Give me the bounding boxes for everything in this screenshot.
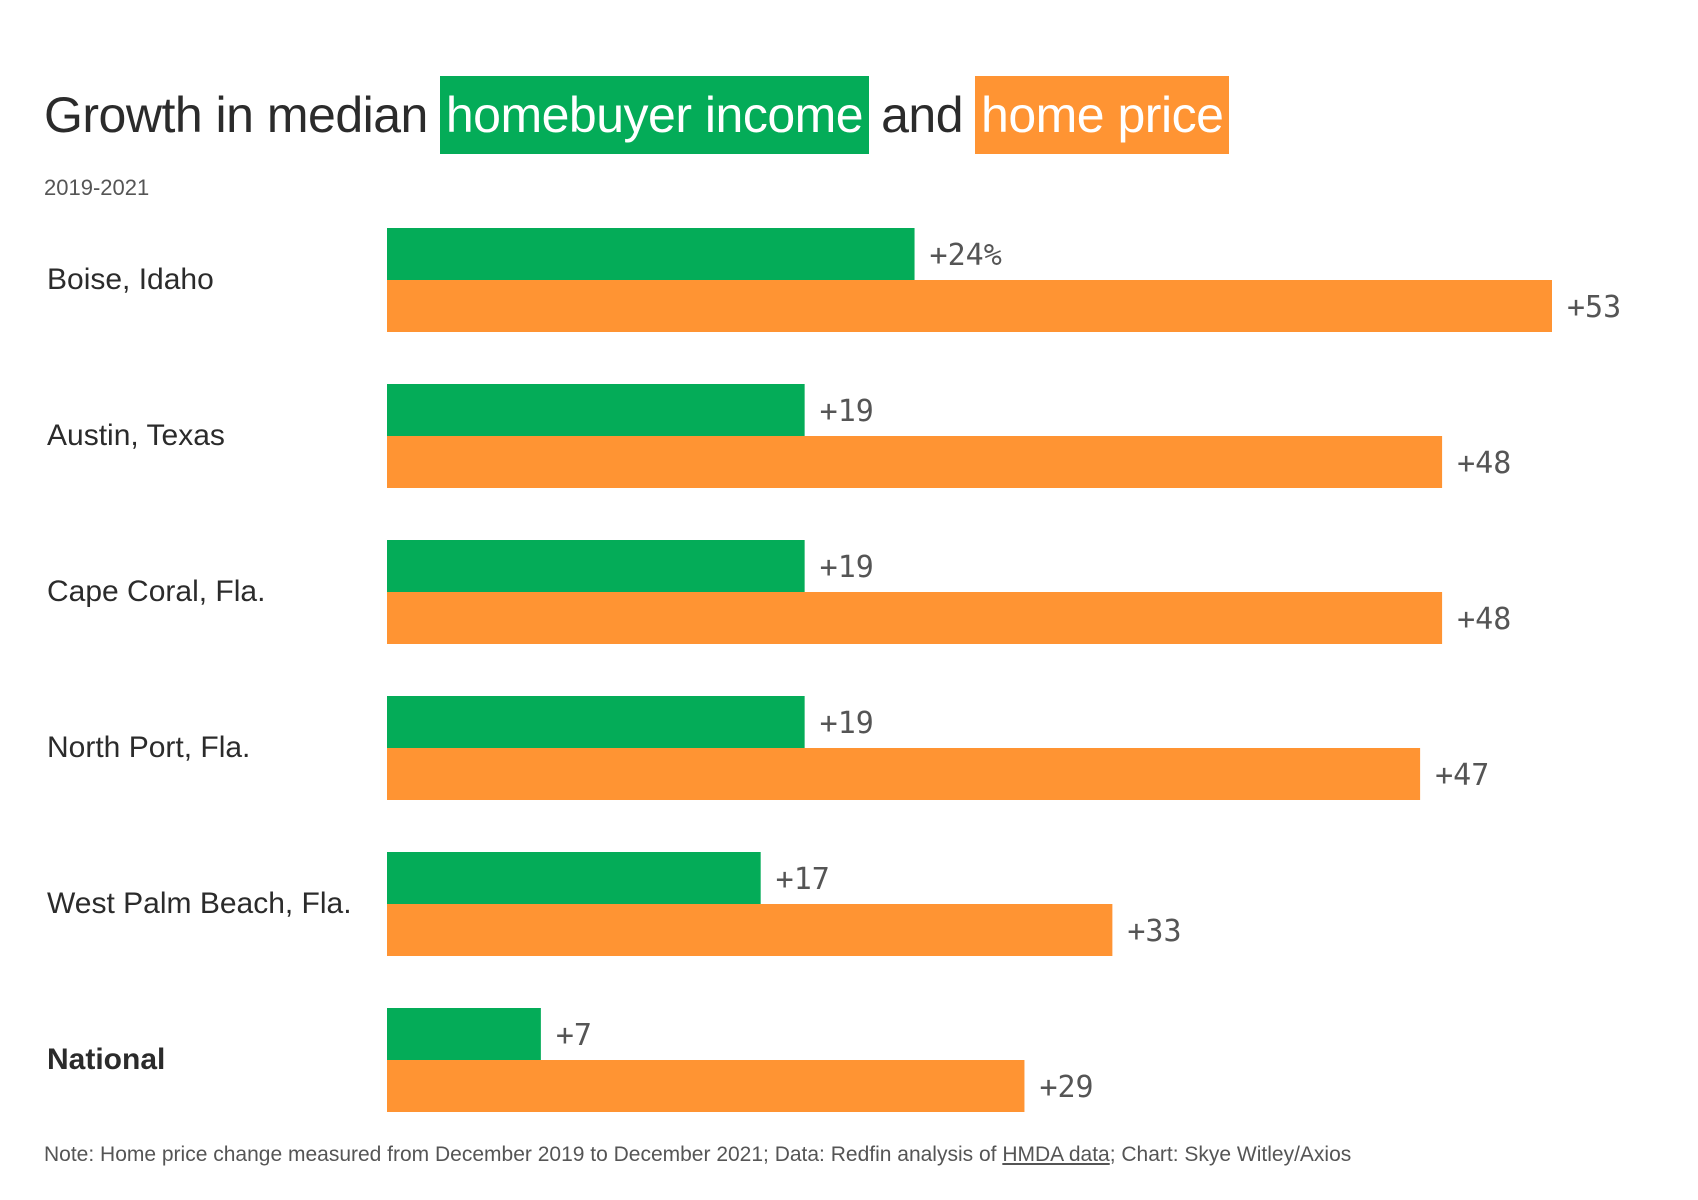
title-highlight-price: home price [975, 76, 1230, 154]
hmda-data-link[interactable]: HMDA data [1002, 1143, 1110, 1166]
income-bar [387, 540, 805, 592]
price-bar [387, 280, 1552, 332]
title-prefix: Growth in median [44, 87, 428, 143]
category-label: National [47, 1043, 165, 1076]
income-bar [387, 696, 805, 748]
income-value-label: +19 [820, 550, 874, 585]
category-label: Austin, Texas [47, 419, 225, 452]
income-value-label: +19 [820, 706, 874, 741]
income-bar [387, 384, 805, 436]
price-bar [387, 436, 1443, 488]
category-label: West Palm Beach, Fla. [47, 887, 352, 920]
price-value-label: +47 [1435, 758, 1489, 793]
note-suffix: ; Chart: Skye Witley/Axios [1109, 1143, 1352, 1166]
category-label: Boise, Idaho [47, 263, 214, 296]
bar-chart: Boise, Idaho +24% +53 Austin, Texas +19 +48 Ca… [47, 228, 1621, 1112]
title-highlight-income: homebuyer income [439, 76, 870, 154]
price-bar [387, 592, 1443, 644]
income-value-label: +19 [820, 394, 874, 429]
category-label: North Port, Fla. [47, 731, 250, 764]
price-bar [387, 904, 1113, 956]
price-value-label: +33 [1127, 914, 1181, 949]
price-value-label: +53 [1567, 290, 1621, 325]
price-value-label: +48 [1457, 602, 1511, 637]
category-label: Cape Coral, Fla. [47, 575, 265, 608]
income-value-label: +7 [556, 1018, 592, 1053]
income-bar [387, 228, 915, 280]
income-bar [387, 1008, 541, 1060]
price-bar [387, 748, 1421, 800]
note-prefix: Note: Home price change measured from De… [44, 1143, 1003, 1166]
title-connector: and [881, 87, 964, 143]
income-value-label: +17 [776, 862, 830, 897]
income-value-label: +24% [930, 238, 1002, 273]
chart-title: Growth in median homebuyer income and ho… [44, 76, 1230, 154]
price-value-label: +29 [1039, 1070, 1093, 1105]
income-bar [387, 852, 761, 904]
chart-subtitle: 2019-2021 [44, 175, 150, 200]
price-value-label: +48 [1457, 446, 1511, 481]
source-note: Note: Home price change measured from De… [44, 1143, 1351, 1167]
price-bar [387, 1060, 1025, 1112]
